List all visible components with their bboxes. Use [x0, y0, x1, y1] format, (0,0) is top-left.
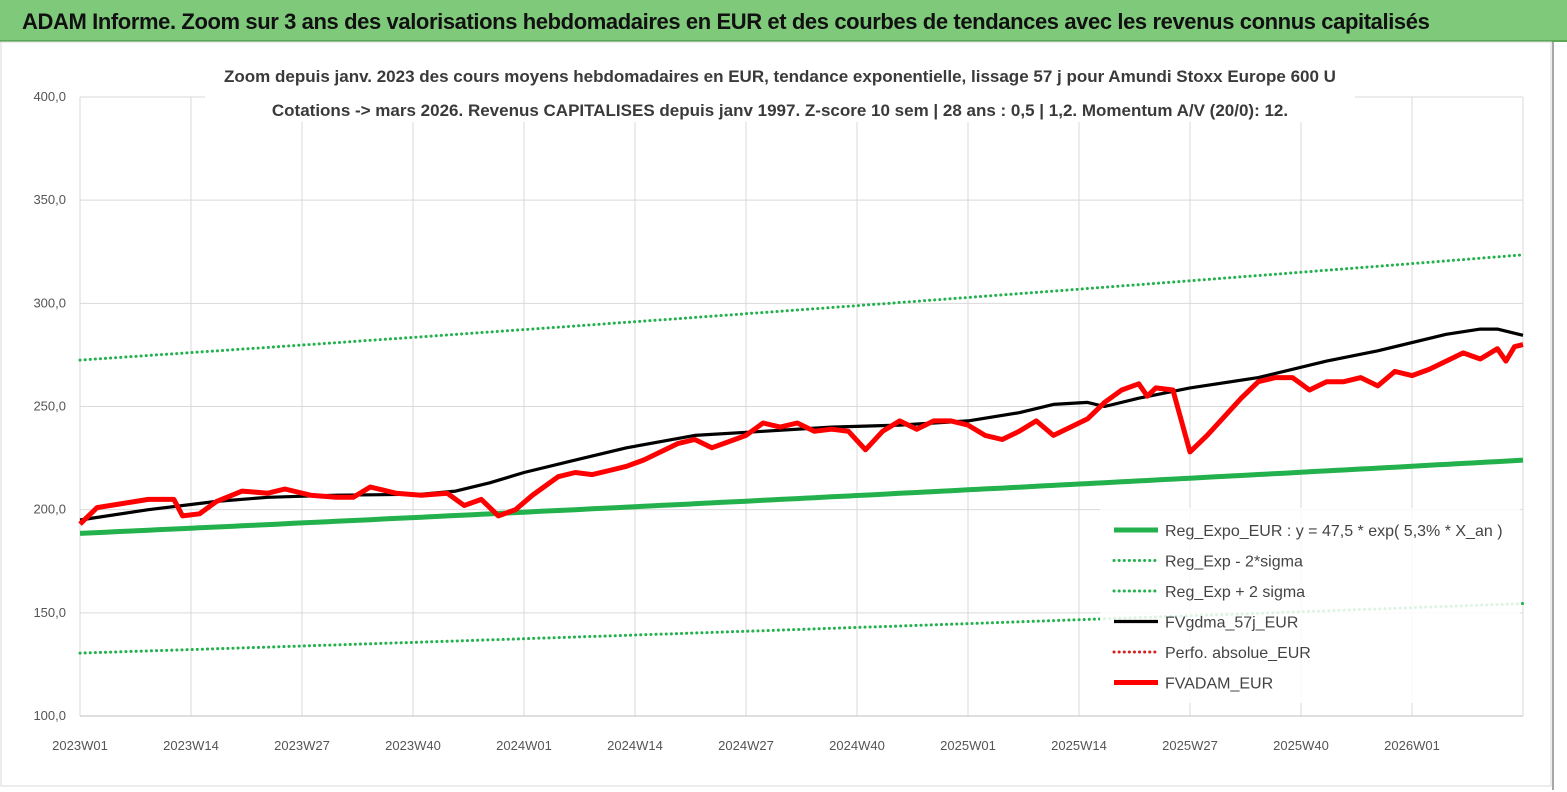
- axis-labels: 2023W01 2023W14 2023W27 2023W40 2024W01 2024W…: [33, 89, 1439, 753]
- x-tick-label: 2023W14: [163, 738, 219, 753]
- title-background: [205, 62, 1355, 122]
- legend: Reg_Expo_EUR : y = 47,5 * exp( 5,3% * X_…: [1100, 508, 1520, 703]
- x-tick-label: 2026W01: [1384, 738, 1440, 753]
- x-tick-label: 2024W14: [607, 738, 663, 753]
- series-group: [78, 253, 1525, 655]
- legend-label: Reg_Expo_EUR : y = 47,5 * exp( 5,3% * X_…: [1165, 523, 1503, 540]
- x-tick-label: 2025W27: [1162, 738, 1218, 753]
- x-tick-label: 2023W40: [385, 738, 441, 753]
- y-tick-label: 350,0: [33, 192, 66, 207]
- x-tick-label: 2023W01: [52, 738, 108, 753]
- x-tick-label: 2023W27: [274, 738, 330, 753]
- x-tick-label: 2024W01: [496, 738, 552, 753]
- chart-title-line2: Cotations -> mars 2026. Revenus CAPITALI…: [272, 101, 1288, 120]
- banner: ADAM Informe. Zoom sur 3 ans des valoris…: [0, 0, 1567, 42]
- legend-label: Reg_Exp - 2*sigma: [1165, 554, 1303, 571]
- legend-label: Perfo. absolue_EUR: [1165, 645, 1311, 662]
- legend-box: [1100, 508, 1520, 703]
- x-tick-label: 2025W40: [1273, 738, 1329, 753]
- legend-label: Reg_Exp + 2 sigma: [1165, 584, 1305, 601]
- legend-label: FVgdma_57j_EUR: [1165, 615, 1298, 632]
- x-tick-label: 2025W14: [1051, 738, 1107, 753]
- x-tick-label: 2024W27: [718, 738, 774, 753]
- y-tick-label: 400,0: [33, 89, 66, 104]
- y-tick-label: 200,0: [33, 502, 66, 517]
- legend-label: FVADAM_EUR: [1165, 676, 1273, 693]
- x-tick-label: 2024W40: [829, 738, 885, 753]
- y-tick-label: 300,0: [33, 295, 66, 310]
- banner-title: ADAM Informe. Zoom sur 3 ans des valoris…: [22, 9, 1430, 34]
- y-tick-label: 150,0: [33, 605, 66, 620]
- reg-expo-line: [79, 457, 1524, 536]
- y-tick-label: 100,0: [33, 708, 66, 723]
- fvadam-line: [78, 342, 1524, 526]
- x-tick-label: 2025W01: [940, 738, 996, 753]
- reg-exp-plus-2sigma-line: [78, 253, 1525, 362]
- y-tick-label: 250,0: [33, 399, 66, 414]
- chart-title-line1: Zoom depuis janv. 2023 des cours moyens …: [224, 67, 1336, 86]
